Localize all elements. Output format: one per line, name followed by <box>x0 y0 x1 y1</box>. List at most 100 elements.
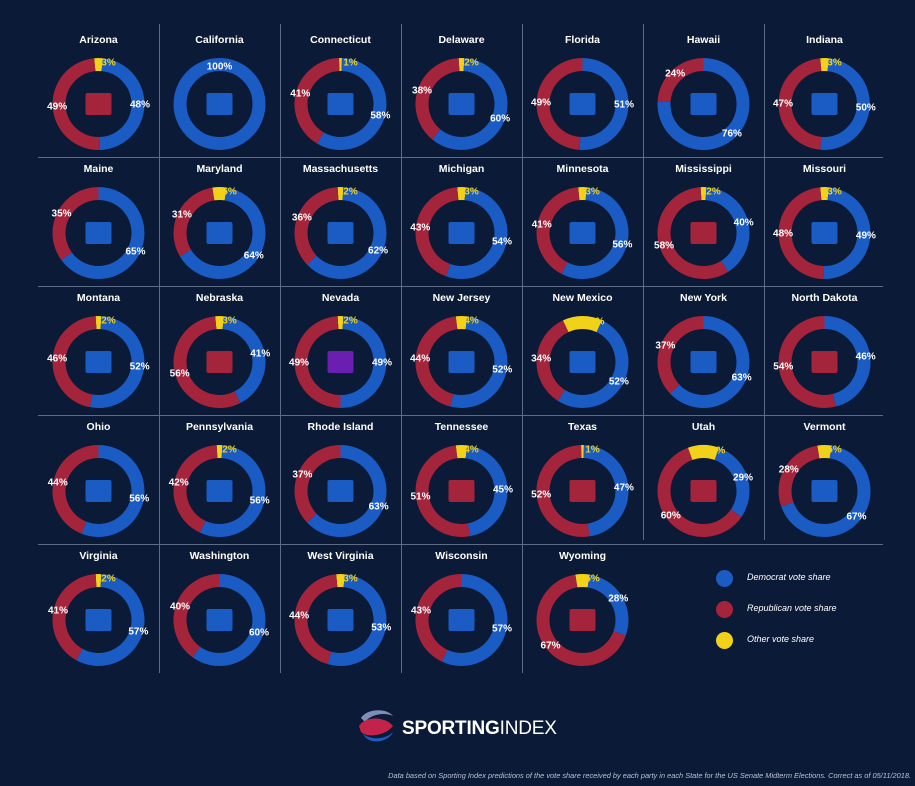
state-cell-new-jersey: New Jersey 4% 52% 44% <box>401 286 522 415</box>
donut-segment-rep <box>657 187 729 279</box>
pct-label-oth: 14% <box>584 316 605 327</box>
pct-label-dem: 62% <box>368 245 389 257</box>
row-divider <box>38 544 883 545</box>
donut-segment-dem <box>820 58 870 150</box>
state-title: Arizona <box>79 34 118 46</box>
donut-segment-rep <box>415 316 458 407</box>
pct-label-dem: 58% <box>370 110 391 122</box>
state-cell-new-york: New York 63% 37% <box>643 286 764 415</box>
donut-north-dakota <box>778 316 871 408</box>
state-cell-hawaii: Hawaii 76% 24% <box>643 28 764 157</box>
state-shape-icon <box>690 93 717 115</box>
column-divider <box>643 24 644 540</box>
sporting-index-swirl-logo-icon <box>359 710 393 742</box>
donut-segment-rep <box>173 316 241 408</box>
donut-segment-dem <box>61 187 145 279</box>
donut-segment-rep <box>536 58 583 150</box>
pct-label-rep: 41% <box>531 219 552 231</box>
footnote: Data based on Sporting Index predictions… <box>388 771 911 780</box>
pct-label-rep: 51% <box>410 491 431 503</box>
state-title: Ohio <box>86 421 111 433</box>
donut-segment-rep <box>415 58 460 140</box>
legend-swatch-republican <box>716 601 733 618</box>
donut-segment-dem <box>192 574 266 666</box>
state-cell-pennsylvania: Pennsylvania 2% 56% 42% <box>159 415 280 544</box>
donut-segment-dem <box>579 58 629 150</box>
pct-label-rep: 36% <box>291 212 312 224</box>
donut-texas <box>536 445 629 537</box>
state-cell-rhode-island: Rhode Island 63% 37% <box>280 415 401 544</box>
donut-vermont <box>778 445 871 537</box>
donut-segment-dem <box>81 445 145 537</box>
state-shape-icon <box>448 222 475 244</box>
pct-label-rep: 49% <box>47 101 68 113</box>
donut-segment-dem <box>445 187 508 279</box>
donut-segment-rep <box>778 58 822 150</box>
state-cell-connecticut: Connecticut 1% 58% 41% <box>280 28 401 157</box>
pct-label-rep: 37% <box>655 340 676 352</box>
column-divider <box>280 24 281 673</box>
state-cell-vermont: Vermont 5% 67% 28% <box>764 415 885 544</box>
pct-label-rep: 47% <box>772 98 794 110</box>
pct-label-dem: 52% <box>608 376 629 388</box>
donut-segment-dem <box>441 574 508 666</box>
donut-pennsylvania <box>173 445 266 537</box>
state-title: West Virginia <box>307 550 374 562</box>
state-title: Michigan <box>438 163 485 175</box>
donut-utah <box>657 445 750 537</box>
donut-segment-oth <box>687 445 720 461</box>
donut-tennessee <box>415 445 508 537</box>
state-shape-icon <box>569 93 596 115</box>
pct-label-oth: 5% <box>585 573 600 584</box>
donut-hawaii <box>657 58 750 150</box>
pct-label-rep: 40% <box>170 601 191 613</box>
state-shape-icon <box>569 351 596 373</box>
state-shape-icon <box>811 93 838 115</box>
state-cell-minnesota: Minnesota 3% 56% 41% <box>522 157 643 286</box>
donut-new-mexico <box>536 316 629 408</box>
pct-label-dem: 63% <box>731 372 752 384</box>
donut-segment-dem <box>557 320 629 408</box>
state-title: Montana <box>76 292 121 304</box>
donut-rhode-island <box>294 445 387 537</box>
donut-segment-rep <box>415 445 471 537</box>
state-shape-icon <box>327 222 354 244</box>
state-cell-tennessee: Tennessee 4% 45% 51% <box>401 415 522 544</box>
pct-label-rep: 43% <box>410 222 431 234</box>
pct-label-oth: 2% <box>706 186 721 197</box>
state-title: Maine <box>83 163 114 175</box>
state-cell-indiana: Indiana 3% 50% 47% <box>764 28 885 157</box>
donut-segment-dem <box>781 445 871 537</box>
donut-segment-rep <box>536 187 580 274</box>
pct-label-dem: 52% <box>129 361 150 373</box>
donut-minnesota <box>536 187 629 279</box>
pct-label-dem: 56% <box>129 493 150 505</box>
pct-label-rep: 49% <box>531 97 552 109</box>
donut-nevada <box>294 316 387 408</box>
donut-segment-dem <box>199 445 266 537</box>
donut-segment-rep <box>536 320 569 401</box>
donut-segment-rep <box>778 445 820 507</box>
pct-label-dem: 64% <box>243 250 264 262</box>
donut-segment-dem <box>327 574 387 666</box>
pct-label-rep: 44% <box>47 477 68 489</box>
donut-segment-rep <box>657 58 704 103</box>
pct-label-dem: 57% <box>491 623 513 635</box>
pct-label-dem: 63% <box>368 501 389 513</box>
donut-segment-rep <box>536 445 590 537</box>
pct-label-oth: 2% <box>101 315 116 326</box>
pct-label-rep: 34% <box>531 353 552 365</box>
state-cell-arizona: Arizona 3% 48% 49% <box>38 28 159 157</box>
pct-label-dem: 67% <box>846 511 867 523</box>
donut-segment-rep <box>657 316 704 394</box>
donut-segment-dem <box>657 58 750 150</box>
column-divider <box>522 24 523 673</box>
state-shape-icon <box>327 351 354 373</box>
state-cell-utah: Utah 11% 29% 60% <box>643 415 764 544</box>
pct-label-oth: 3% <box>343 573 358 584</box>
pct-label-dem: 56% <box>612 239 633 251</box>
pct-label-oth: 2% <box>343 315 358 326</box>
state-title: New Jersey <box>432 292 491 304</box>
donut-segment-dem <box>561 187 629 279</box>
state-title: Vermont <box>803 421 846 433</box>
